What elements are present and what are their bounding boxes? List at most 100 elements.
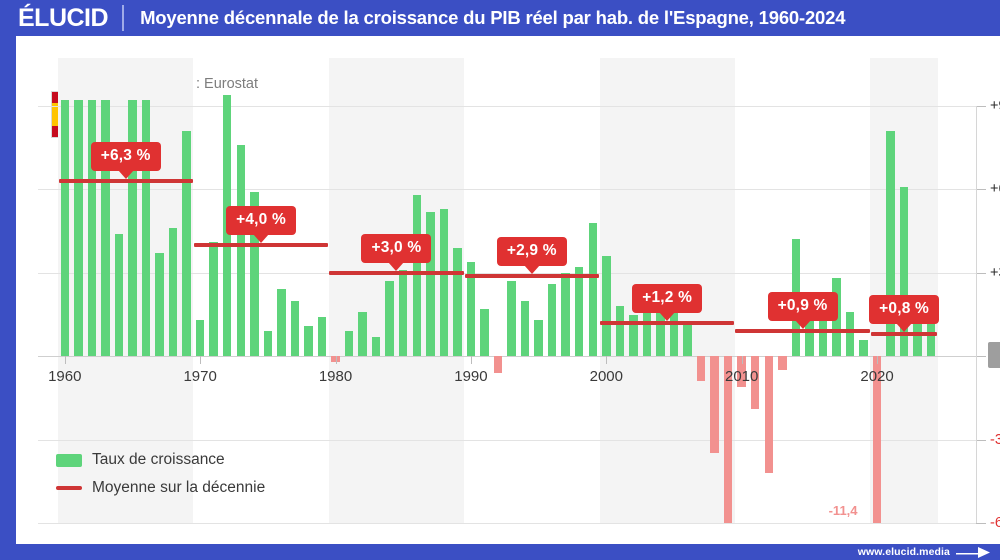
- y-tick-mark: [976, 439, 986, 441]
- bar[interactable]: [182, 131, 191, 357]
- bar[interactable]: [371, 336, 381, 357]
- bar[interactable]: [696, 356, 706, 382]
- bar[interactable]: [588, 222, 597, 357]
- zero-baseline: [38, 356, 976, 358]
- bar[interactable]: [845, 311, 855, 357]
- decade-average-callout: +0,8 %: [869, 294, 940, 332]
- decade-average-callout: +0,9 %: [767, 292, 838, 330]
- bar[interactable]: [195, 320, 205, 357]
- decade-average-line: [870, 331, 938, 336]
- bar[interactable]: [331, 356, 340, 362]
- legend-label-average: Moyenne sur la décennie: [92, 479, 266, 496]
- elucid-logo: ÉLUCID: [18, 3, 109, 32]
- bar[interactable]: [547, 283, 557, 357]
- bar[interactable]: [859, 339, 868, 357]
- bar[interactable]: [737, 356, 746, 387]
- bar[interactable]: [250, 192, 259, 357]
- bar[interactable]: [101, 100, 110, 357]
- bar[interactable]: [290, 300, 300, 357]
- bar[interactable]: [168, 228, 178, 357]
- bar[interactable]: [723, 356, 733, 523]
- x-tick-label: 1970: [183, 368, 217, 386]
- y-axis-zero-badge: 0: [988, 342, 1000, 369]
- page-title: Moyenne décennale de la croissance du PI…: [140, 7, 846, 28]
- decade-average-callout: +6,3 %: [90, 142, 161, 180]
- bar[interactable]: [317, 317, 327, 357]
- x-tick-mark: [470, 356, 472, 365]
- bar[interactable]: [114, 233, 124, 357]
- bar[interactable]: [615, 306, 625, 357]
- bar[interactable]: [602, 256, 611, 357]
- x-tick-mark: [606, 356, 608, 365]
- bar[interactable]: [710, 356, 719, 454]
- bar[interactable]: [87, 100, 97, 357]
- bar[interactable]: [480, 308, 489, 357]
- legend-swatch-bar-icon: [56, 453, 82, 467]
- legend-label-growth: Taux de croissance: [92, 451, 225, 468]
- x-tick-label: 1980: [318, 368, 353, 386]
- bar[interactable]: [683, 322, 692, 357]
- bar[interactable]: [155, 253, 164, 357]
- y-tick-mark: [976, 272, 986, 274]
- bar[interactable]: [358, 311, 367, 357]
- decade-average-line: [735, 329, 870, 334]
- decade-average-callout: +1,2 %: [632, 283, 703, 321]
- bar[interactable]: [236, 144, 245, 357]
- x-tick-label: 2020: [860, 368, 894, 386]
- y-axis-line: [976, 106, 977, 523]
- footer-site-label: www.elucid.media: [857, 546, 950, 558]
- bar[interactable]: [751, 356, 760, 409]
- bar[interactable]: [60, 100, 69, 357]
- y-tick-label: +3 %: [990, 264, 1000, 281]
- bar[interactable]: [899, 186, 909, 357]
- gridline: [38, 439, 976, 441]
- bar[interactable]: [575, 267, 584, 357]
- decade-average-line: [464, 273, 599, 278]
- decade-average-line: [329, 270, 464, 275]
- bar[interactable]: [453, 247, 462, 357]
- bar[interactable]: [886, 131, 895, 357]
- bar[interactable]: [778, 356, 787, 371]
- bar[interactable]: [669, 306, 679, 357]
- header-divider: [122, 5, 125, 31]
- bar[interactable]: [561, 272, 570, 357]
- bar[interactable]: [872, 356, 882, 523]
- x-tick-mark: [741, 356, 743, 365]
- x-tick-label: 2000: [589, 368, 623, 386]
- bar[interactable]: [344, 331, 354, 357]
- legend-swatch-line-icon: [56, 486, 82, 490]
- bar[interactable]: [642, 308, 652, 357]
- bar[interactable]: [656, 306, 665, 357]
- y-tick-label: -6 %: [990, 515, 1000, 531]
- bar[interactable]: [426, 211, 435, 357]
- legend-item-growth: Taux de croissance: [56, 446, 265, 474]
- bar[interactable]: [385, 281, 394, 357]
- bar[interactable]: [141, 100, 151, 357]
- bar[interactable]: [520, 300, 530, 357]
- bar[interactable]: [277, 289, 286, 357]
- x-tick-mark: [200, 356, 202, 365]
- bar[interactable]: [209, 242, 218, 357]
- x-tick-label: 1990: [454, 368, 488, 386]
- bar[interactable]: [128, 100, 137, 357]
- bar[interactable]: [534, 320, 543, 357]
- bar[interactable]: [493, 356, 503, 373]
- plot-area: +9 % +6 % +3 % 0 -3 % -6 % 1960 1970 1980 1990 200…: [38, 58, 1000, 531]
- bar[interactable]: [74, 100, 83, 357]
- y-tick-mark: [976, 356, 986, 358]
- bar[interactable]: [818, 295, 828, 357]
- bar[interactable]: [304, 325, 313, 357]
- y-tick-label: +9 %: [990, 98, 1000, 114]
- bar[interactable]: [439, 208, 449, 357]
- bar[interactable]: [764, 356, 773, 473]
- bar[interactable]: [263, 331, 273, 357]
- bar[interactable]: [412, 194, 421, 357]
- bar[interactable]: [399, 270, 408, 357]
- chart-legend: Taux de croissance Moyenne sur la décenn…: [56, 446, 265, 502]
- bar[interactable]: [507, 281, 516, 357]
- bar[interactable]: [466, 261, 476, 357]
- data-point-label: -11,4: [828, 503, 858, 518]
- gridline: [38, 189, 976, 191]
- y-tick-mark: [976, 106, 986, 107]
- bar[interactable]: [629, 314, 638, 357]
